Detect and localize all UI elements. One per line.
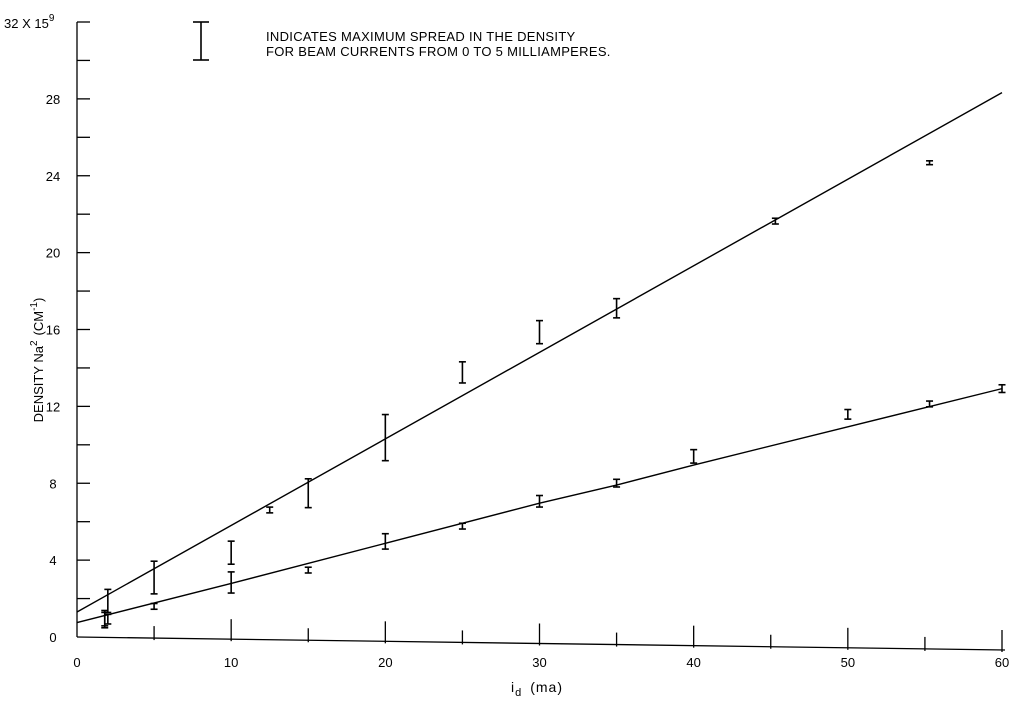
y-tick-label: 8 xyxy=(49,476,56,491)
y-tick-label: 12 xyxy=(46,399,60,414)
y-tick-label: 0 xyxy=(49,630,56,645)
x-axis-label-sub: d xyxy=(515,687,522,699)
series-1-errorbar xyxy=(304,478,312,509)
series-2-errorbar xyxy=(304,566,312,574)
series-2-errorbar xyxy=(998,383,1006,394)
x-tick-label: 50 xyxy=(841,655,855,670)
x-tick-label: 40 xyxy=(686,655,700,670)
y-top-label: 32 X 159 xyxy=(4,13,55,31)
series-1-errorbar xyxy=(227,540,235,566)
series-1-errorbar xyxy=(381,413,389,462)
y-tick-label: 4 xyxy=(49,553,56,568)
y-tick-label: 20 xyxy=(46,246,60,261)
y-tick-label: 24 xyxy=(46,169,60,184)
series-layer xyxy=(76,92,1006,629)
series-2-errorbar xyxy=(536,494,543,508)
x-axis-label-main: i xyxy=(511,679,515,695)
series-2-errorbar xyxy=(104,613,112,625)
series-1-errorbar xyxy=(771,217,779,225)
legend-line-1: INDICATES MAXIMUM SPREAD IN THE DENSITY xyxy=(266,29,576,44)
x-tick-label: 60 xyxy=(995,655,1009,670)
y-tick-label: 28 xyxy=(46,92,60,107)
x-tick-label: 30 xyxy=(532,655,546,670)
series-1-errorbar xyxy=(536,319,543,345)
series-2-errorbar xyxy=(381,532,389,550)
y-top-label-exponent: 9 xyxy=(49,13,55,24)
series-1-errorbar xyxy=(266,506,274,514)
series-2-errorbar xyxy=(458,522,466,530)
x-tick-label: 10 xyxy=(224,655,238,670)
y-axis-label-sup: 2 xyxy=(29,340,40,346)
y-axis-label-unit-sup: -1 xyxy=(29,302,40,311)
series-2-errorbar xyxy=(227,571,235,594)
series-2-errorbar xyxy=(844,408,852,420)
series-2-errorbar xyxy=(613,478,621,488)
series-1-errorbar xyxy=(458,361,466,384)
series-2-errorbar xyxy=(926,400,934,408)
legend-line-2: FOR BEAM CURRENTS FROM 0 TO 5 MILLIAMPER… xyxy=(266,44,611,59)
series-1-fit-line xyxy=(76,92,1003,613)
y-axis-label-unit: (CM xyxy=(31,311,46,336)
y-tick-label: 16 xyxy=(46,323,60,338)
x-tick-label: 0 xyxy=(73,655,80,670)
series-1-errorbar xyxy=(613,297,621,319)
y-axis-label-main: DENSITY Na xyxy=(31,345,46,422)
series-2-errorbar xyxy=(690,448,698,464)
x-axis-label: id (ma) xyxy=(511,679,563,699)
y-top-label-base: 32 X 15 xyxy=(4,16,49,31)
x-ticks: 0 10 20 30 40 50 60 xyxy=(73,619,1009,670)
series-2-fit-line xyxy=(76,387,1003,624)
x-tick-label: 20 xyxy=(378,655,392,670)
y-axis-label-unit-close: ) xyxy=(31,298,46,302)
x-axis xyxy=(76,636,1006,651)
series-1-errorbar xyxy=(926,160,934,166)
series-1-errorbar xyxy=(150,560,158,595)
series-2-errorbar xyxy=(150,602,158,611)
legend-errorbar-symbol xyxy=(193,21,209,61)
x-axis-label-unit: (ma) xyxy=(530,679,563,695)
y-ticks: 0 4 8 12 16 20 24 28 xyxy=(46,21,90,645)
legend: INDICATES MAXIMUM SPREAD IN THE DENSITY … xyxy=(193,21,611,61)
y-axis-label: DENSITY Na2 (CM-1) xyxy=(29,298,46,423)
